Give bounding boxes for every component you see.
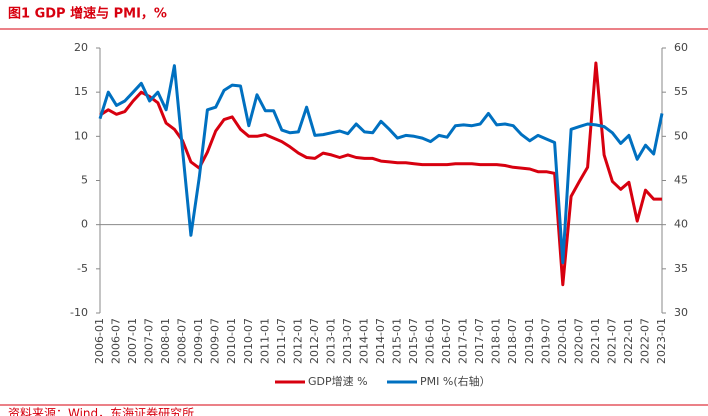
- y2-tick-label: 40: [674, 218, 688, 231]
- y-tick-label: 20: [74, 41, 88, 54]
- x-tick-label: 2022-01: [622, 318, 635, 364]
- y2-tick-label: 30: [674, 306, 688, 319]
- x-tick-label: 2012-07: [308, 318, 321, 364]
- x-tick-label: 2007-01: [126, 318, 139, 364]
- y2-tick-label: 60: [674, 41, 688, 54]
- x-tick-label: 2006-07: [110, 318, 123, 364]
- y-tick-label: 0: [81, 218, 88, 231]
- y2-tick-label: 55: [674, 85, 688, 98]
- y-tick-label: 10: [74, 129, 88, 142]
- x-tick-label: 2021-07: [605, 318, 618, 364]
- x-tick-label: 2014-07: [374, 318, 387, 364]
- x-tick-label: 2009-07: [209, 318, 222, 364]
- x-tick-label: 2011-07: [275, 318, 288, 364]
- y2-tick-label: 35: [674, 262, 688, 275]
- series-line: [98, 64, 664, 265]
- x-tick-label: 2008-01: [159, 318, 172, 364]
- x-tick-label: 2019-01: [523, 318, 536, 364]
- x-tick-label: 2017-01: [457, 318, 470, 364]
- x-tick-label: 2007-07: [143, 318, 156, 364]
- x-tick-label: 2010-07: [242, 318, 255, 364]
- x-tick-label: 2006-01: [93, 318, 106, 364]
- x-tick-label: 2022-07: [638, 318, 651, 364]
- x-tick-label: 2016-01: [424, 318, 437, 364]
- y-tick-label: -5: [77, 262, 88, 275]
- x-tick-label: 2011-01: [258, 318, 271, 364]
- x-tick-label: 2013-07: [341, 318, 354, 364]
- x-tick-label: 2008-07: [176, 318, 189, 364]
- source: 资料来源：Wind，东海证券研究所: [8, 406, 194, 416]
- x-tick-label: 2015-07: [407, 318, 420, 364]
- x-tick-label: 2009-01: [192, 318, 205, 364]
- x-tick-label: 2021-01: [589, 318, 602, 364]
- x-tick-label: 2018-01: [490, 318, 503, 364]
- x-tick-label: 2019-07: [539, 318, 552, 364]
- y2-tick-label: 50: [674, 129, 688, 142]
- y-tick-label: 15: [74, 85, 88, 98]
- chart-title: 图1 GDP 增速与 PMI，%: [8, 6, 167, 22]
- x-tick-label: 2014-01: [357, 318, 370, 364]
- y2-tick-label: 45: [674, 174, 688, 187]
- x-tick-label: 2020-01: [556, 318, 569, 364]
- y-tick-label: -10: [70, 306, 88, 319]
- x-tick-label: 2010-01: [225, 318, 238, 364]
- x-tick-label: 2017-07: [473, 318, 486, 364]
- x-tick-label: 2015-01: [391, 318, 404, 364]
- x-tick-label: 2023-01: [655, 318, 668, 364]
- x-tick-label: 2016-07: [440, 318, 453, 364]
- x-tick-label: 2018-07: [506, 318, 519, 364]
- series-line: [99, 61, 662, 287]
- x-tick-label: 2012-01: [291, 318, 304, 364]
- x-tick-label: 2020-07: [572, 318, 585, 364]
- x-tick-label: 2013-01: [324, 318, 337, 364]
- legend-label: PMI %(右轴）: [420, 374, 491, 388]
- legend-label: GDP增速 %: [308, 374, 368, 388]
- y-tick-label: 5: [81, 174, 88, 187]
